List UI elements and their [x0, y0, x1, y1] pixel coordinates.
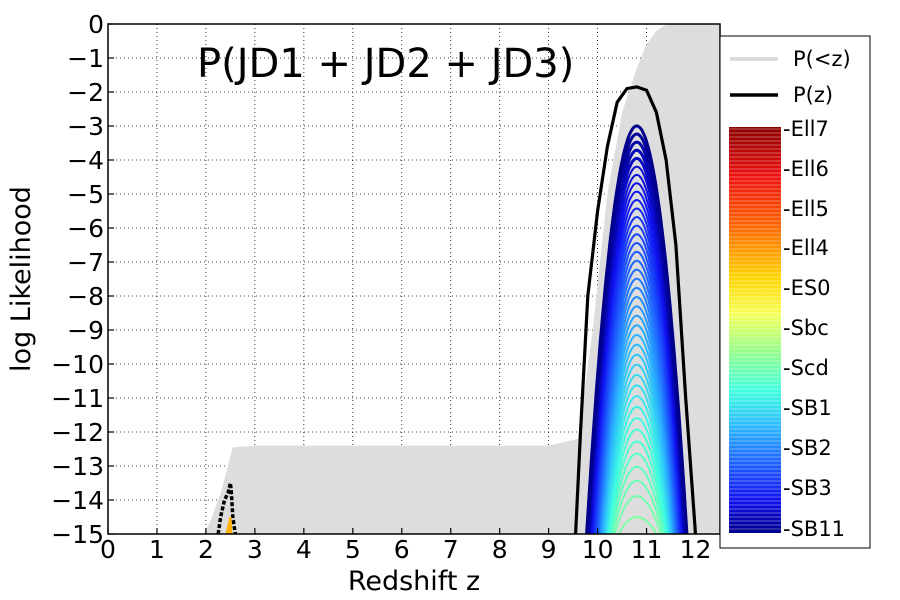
colorbar-label: -SB11 — [783, 517, 845, 541]
x-tick-label: 5 — [345, 535, 361, 564]
y-axis-title: log Likelihood — [6, 186, 37, 372]
y-tick-label: −11 — [51, 384, 104, 413]
y-axis: 0 −1 −2 −3 −4 −5 −6 −7 −8 −9 −10 −11 −12 −13 −14 −15 — [51, 10, 114, 549]
chart-title: P(JD1 + JD2 + JD3) — [197, 41, 574, 87]
x-tick-label: 10 — [582, 535, 614, 564]
colorbar-label: -Scd — [783, 356, 829, 380]
template-curve — [608, 440, 667, 534]
y-tick-label: −5 — [67, 180, 104, 209]
template-curve — [611, 479, 664, 534]
colorbar-label: -SB3 — [783, 476, 832, 500]
y-tick-label: −13 — [51, 452, 104, 481]
colorbar-label: -Ell7 — [783, 117, 829, 141]
template-curve — [610, 465, 666, 534]
colorbar-label: -Ell6 — [783, 157, 829, 181]
legend-label-pz: P(z) — [793, 83, 833, 107]
template-curve — [585, 124, 689, 534]
x-tick-label: 0 — [100, 535, 116, 564]
y-tick-label: −7 — [67, 248, 104, 277]
y-tick-label: −14 — [51, 486, 104, 515]
cumulative-layer — [203, 24, 720, 534]
legend: P(<z) P(z) -Ell7-Ell6-Ell5-Ell4-ES0-Sbc-… — [719, 35, 871, 549]
template-curve — [604, 384, 671, 534]
x-tick-label: 9 — [541, 535, 557, 564]
y-tick-label: −12 — [51, 418, 104, 447]
legend-label-cumulative: P(<z) — [793, 47, 851, 71]
colorbar-label: -SB2 — [783, 436, 832, 460]
y-tick-label: −4 — [67, 146, 104, 175]
template-curve — [603, 374, 672, 534]
y-tick-label: −2 — [67, 78, 104, 107]
pz-layer — [216, 85, 698, 534]
template-curves — [585, 124, 689, 534]
template-curve — [606, 417, 669, 534]
colorbar-label: -Ell4 — [783, 236, 829, 260]
x-axis-title: Redshift z — [348, 566, 480, 597]
x-tick-label: 7 — [443, 535, 459, 564]
x-tick-label: 1 — [149, 535, 165, 564]
template-curve — [609, 452, 667, 534]
low-z-mark — [225, 516, 233, 534]
x-tick-label: 2 — [198, 535, 214, 564]
template-curve — [601, 333, 674, 534]
colorbar-label: -Sbc — [783, 316, 829, 340]
y-tick-label: −10 — [51, 350, 104, 379]
low-z-feature — [225, 516, 233, 534]
colorbar-stripes — [729, 128, 781, 530]
colorbar-label: -SB1 — [783, 396, 832, 420]
template-curve — [606, 405, 670, 534]
template-curve — [605, 394, 670, 534]
colorbar-labels: -Ell7 -Ell6 -Ell5 -Ell4 -ES0 -Sbc -Scd -SB1 -SB2… — [783, 117, 845, 541]
series-pz-low — [216, 482, 238, 534]
template-curve — [601, 343, 674, 534]
template-curve — [602, 353, 673, 534]
x-tick-label: 8 — [492, 535, 508, 564]
template-curve — [607, 428, 668, 534]
colorbar — [729, 127, 781, 533]
colorbar-label: -ES0 — [783, 276, 831, 300]
series-pz-high — [574, 85, 698, 534]
x-tick-label: 3 — [247, 535, 263, 564]
x-tick-label: 6 — [394, 535, 410, 564]
y-tick-label: −6 — [67, 214, 104, 243]
plot-area — [203, 24, 720, 534]
y-tick-label: 0 — [88, 10, 104, 39]
y-tick-label: −15 — [51, 520, 104, 549]
y-tick-label: −9 — [67, 316, 104, 345]
y-tick-label: −3 — [67, 112, 104, 141]
x-tick-label: 11 — [631, 535, 663, 564]
x-tick-label: 12 — [680, 535, 712, 564]
y-tick-label: −1 — [67, 44, 104, 73]
template-curve — [613, 495, 662, 534]
series-cumulative — [203, 24, 720, 534]
template-curve — [603, 363, 672, 534]
y-tick-label: −8 — [67, 282, 104, 311]
colorbar-label: -Ell5 — [783, 197, 829, 221]
x-tick-label: 4 — [296, 535, 312, 564]
x-axis: 0 1 2 3 4 5 6 7 8 9 10 11 12 — [100, 528, 711, 564]
